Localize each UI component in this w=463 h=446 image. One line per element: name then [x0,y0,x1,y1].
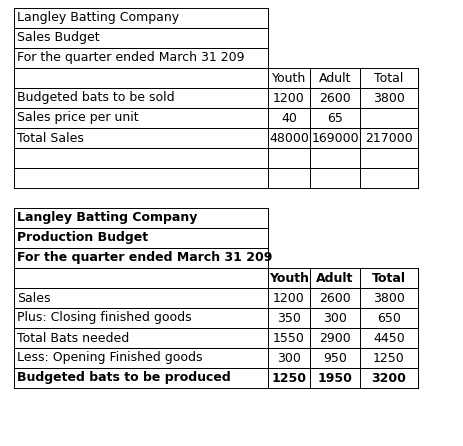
Text: 350: 350 [276,311,300,325]
Text: Budgeted bats to be produced: Budgeted bats to be produced [17,372,230,384]
Text: Sales price per unit: Sales price per unit [17,112,138,124]
Text: 300: 300 [322,311,346,325]
Text: 40: 40 [281,112,296,124]
Text: Langley Batting Company: Langley Batting Company [17,12,179,25]
Text: 3800: 3800 [372,91,404,104]
Text: 1550: 1550 [272,331,304,344]
Text: 217000: 217000 [364,132,412,145]
Text: Youth: Youth [271,71,306,84]
Text: 650: 650 [376,311,400,325]
Text: For the quarter ended March 31 209: For the quarter ended March 31 209 [17,252,272,264]
Text: 1250: 1250 [271,372,306,384]
Text: 950: 950 [322,351,346,364]
Text: 4450: 4450 [372,331,404,344]
Text: Budgeted bats to be sold: Budgeted bats to be sold [17,91,174,104]
Text: 48000: 48000 [269,132,308,145]
Text: Total Bats needed: Total Bats needed [17,331,129,344]
Text: Production Budget: Production Budget [17,231,148,244]
Text: 1250: 1250 [372,351,404,364]
Text: Sales Budget: Sales Budget [17,32,100,45]
Text: 2600: 2600 [319,292,350,305]
Text: For the quarter ended March 31 209: For the quarter ended March 31 209 [17,51,244,65]
Text: Adult: Adult [318,71,350,84]
Text: Youth: Youth [269,272,308,285]
Text: 169000: 169000 [311,132,358,145]
Text: 2900: 2900 [319,331,350,344]
Text: Total: Total [371,272,405,285]
Text: Sales: Sales [17,292,50,305]
Text: Total Sales: Total Sales [17,132,84,145]
Text: Adult: Adult [316,272,353,285]
Text: 1950: 1950 [317,372,352,384]
Text: Plus: Closing finished goods: Plus: Closing finished goods [17,311,191,325]
Text: 1200: 1200 [273,91,304,104]
Text: 1200: 1200 [273,292,304,305]
Text: 65: 65 [326,112,342,124]
Text: Less: Opening Finished goods: Less: Opening Finished goods [17,351,202,364]
Text: 300: 300 [276,351,300,364]
Text: Total: Total [374,71,403,84]
Text: 2600: 2600 [319,91,350,104]
Text: 3200: 3200 [371,372,406,384]
Text: Langley Batting Company: Langley Batting Company [17,211,197,224]
Text: 3800: 3800 [372,292,404,305]
